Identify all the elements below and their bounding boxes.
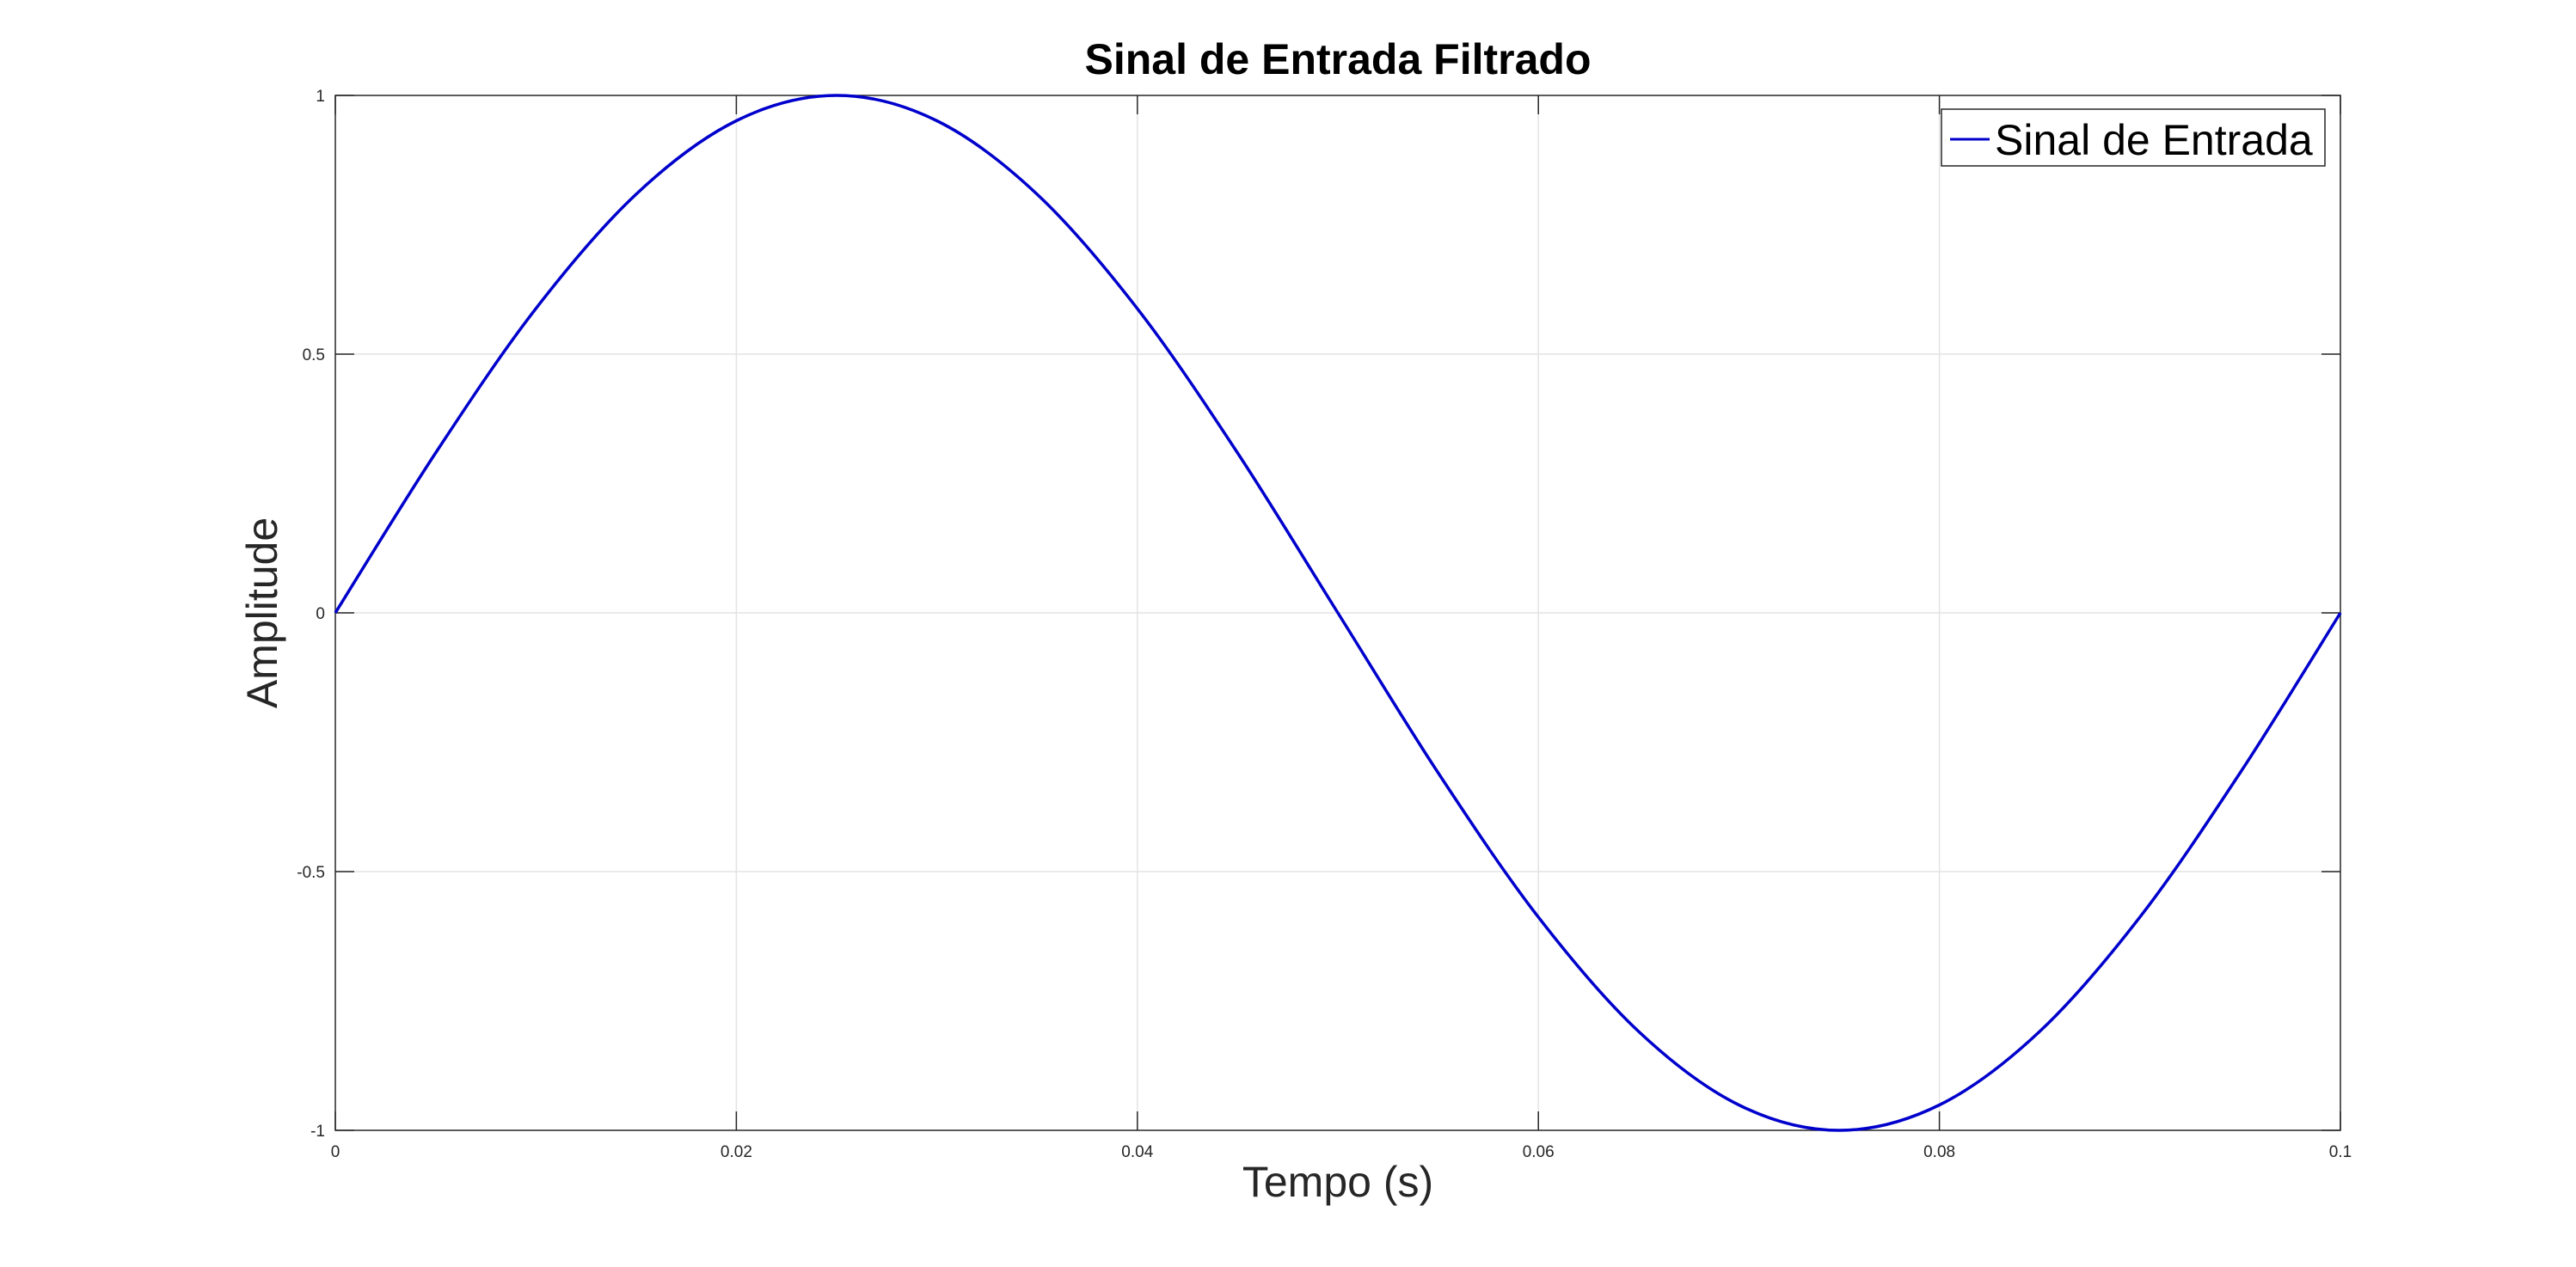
x-tick-label: 0.02 xyxy=(721,1143,752,1161)
legend: Sinal de Entrada xyxy=(1941,108,2326,167)
y-tick-label: 0.5 xyxy=(303,346,325,364)
series-lines xyxy=(334,94,2342,1132)
y-tick-label: 0 xyxy=(316,605,325,623)
x-axis-label: Tempo (s) xyxy=(1242,1158,1433,1206)
y-axis-label: Amplitude xyxy=(238,517,286,708)
x-tick-label: 0.06 xyxy=(1523,1143,1555,1161)
series-line-0 xyxy=(334,94,2342,1132)
x-tick-label: 0.04 xyxy=(1121,1143,1153,1161)
x-tick-label: 0 xyxy=(331,1143,340,1161)
y-tick-label: 1 xyxy=(316,88,325,106)
y-tick-label: -1 xyxy=(310,1123,325,1141)
y-tick-label: -0.5 xyxy=(297,864,325,882)
x-tick-label: 0.1 xyxy=(2329,1143,2352,1161)
x-tick-label: 0.08 xyxy=(1923,1143,1955,1161)
legend-box xyxy=(1941,108,2326,167)
axis-ticks: 0 0.02 0.04 0.06 0.08 0.1 -1 -0.5 0 0.5 1 xyxy=(297,88,2352,1161)
chart-title: Sinal de Entrada Filtrado xyxy=(1085,35,1592,83)
legend-entry-label: Sinal de Entrada xyxy=(1995,116,2313,164)
